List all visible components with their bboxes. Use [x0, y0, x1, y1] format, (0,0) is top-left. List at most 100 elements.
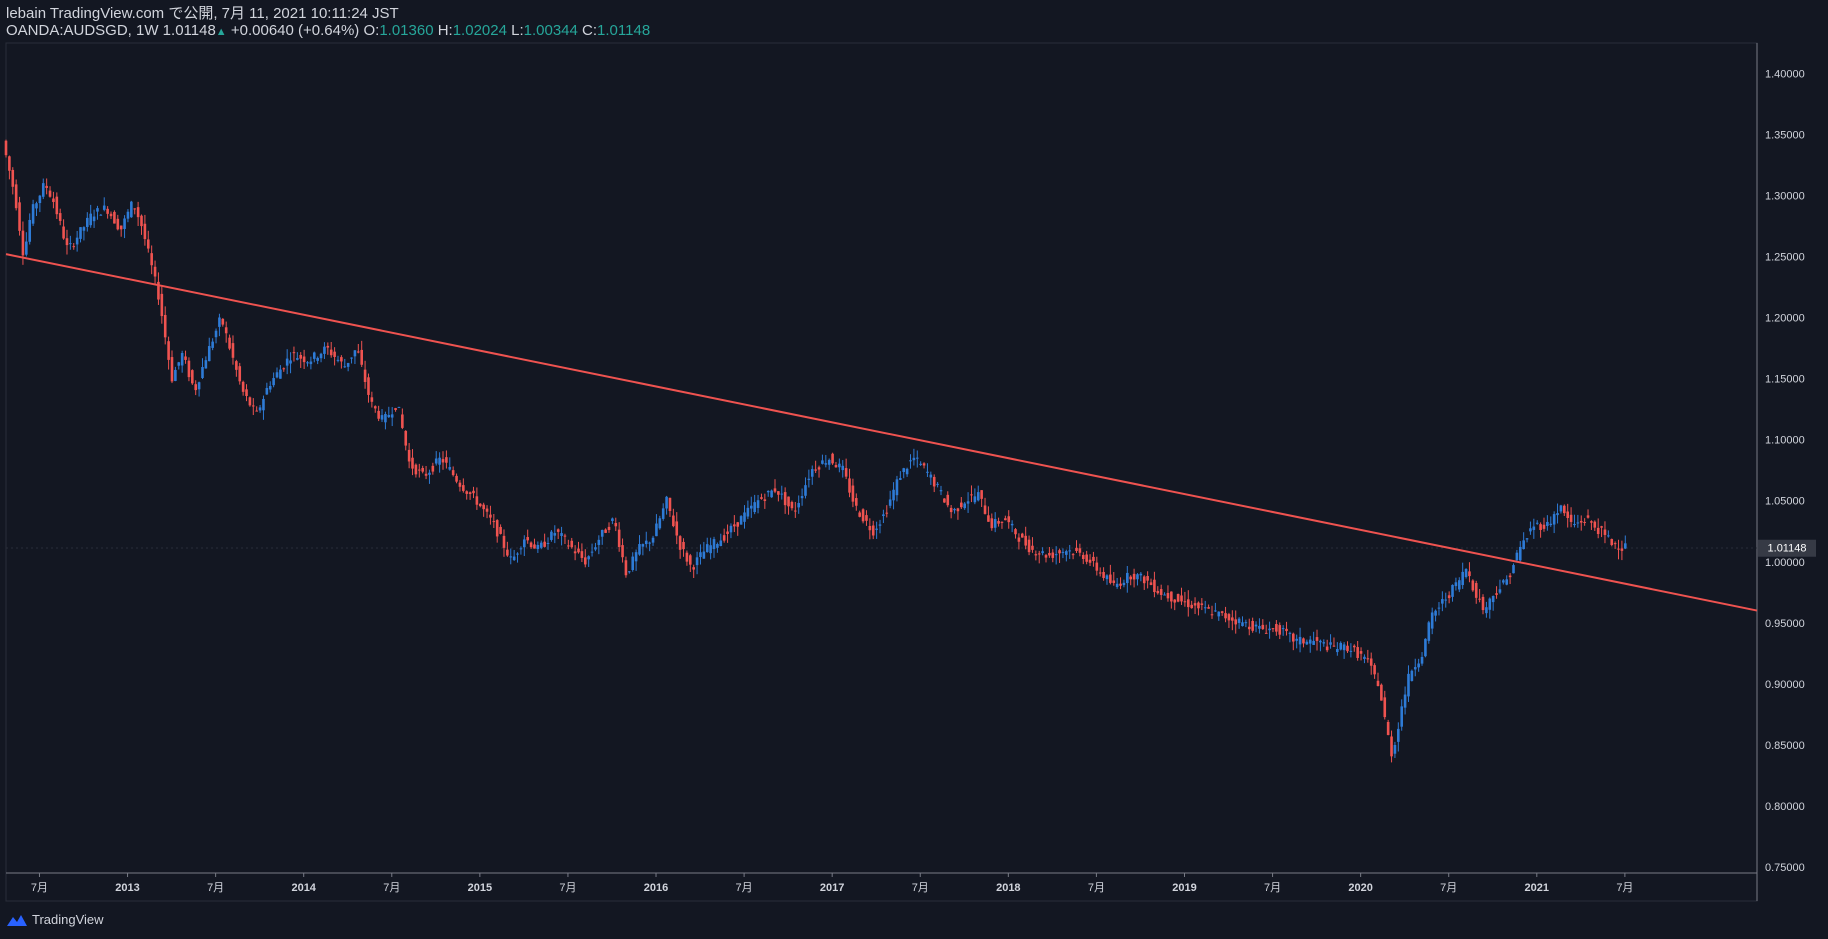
candle-body [1268, 628, 1271, 631]
candle-body [492, 521, 496, 523]
candle-body [1607, 535, 1610, 537]
candle-body [543, 541, 546, 547]
candle-body [1109, 574, 1112, 583]
candle-body [407, 449, 411, 462]
candle-body [130, 201, 133, 218]
up-triangle-icon: ▲ [215, 26, 227, 38]
candle-body [136, 207, 140, 218]
candle-body [1539, 524, 1542, 531]
change-value: +0.00640 (+0.64%) [230, 22, 360, 39]
candle-body [1471, 580, 1475, 591]
time-tick-label: 7月 [1616, 882, 1633, 894]
candle-body [1197, 602, 1200, 609]
candle-body [1227, 614, 1231, 621]
candle-body [895, 479, 899, 496]
candle-body [1153, 579, 1156, 593]
candle-body [329, 349, 333, 356]
candle-body [726, 531, 729, 534]
candle-body [455, 475, 458, 482]
candle-body [611, 518, 614, 521]
candle-body [370, 397, 374, 402]
candle-body [1010, 523, 1014, 526]
candle-body [909, 460, 912, 462]
candle-body [170, 357, 174, 382]
candle-body [1400, 706, 1404, 727]
chart-frame [5, 42, 1758, 902]
candle-body [553, 533, 557, 536]
candle-body [1325, 646, 1329, 651]
candle-body [336, 359, 340, 361]
candle-body [821, 460, 824, 464]
candle-body [1481, 596, 1485, 611]
candle-body [1159, 589, 1163, 595]
candle-body [1298, 636, 1302, 645]
candle-body [1600, 526, 1603, 528]
candle-body [1319, 640, 1322, 643]
candle-body [448, 467, 452, 470]
candle-body [255, 410, 258, 412]
time-tick-label: 2018 [996, 882, 1020, 894]
candle-body [1092, 556, 1095, 561]
candle-body [844, 468, 848, 477]
price-axis[interactable]: 1.40000 1.35000 1.30000 1.25000 1.20000 1.150… [1765, 69, 1805, 874]
candle-body [1457, 580, 1461, 590]
footer-brand[interactable]: TradingView [6, 912, 104, 927]
candle-body [668, 497, 672, 512]
candle-body [360, 349, 364, 365]
candle-body [1339, 642, 1343, 650]
close-value: 1.01148 [597, 22, 651, 39]
candle-body [146, 239, 150, 249]
candle-body [682, 541, 685, 550]
candle-body [560, 533, 563, 536]
candle-body [1363, 656, 1366, 659]
price-tick-label: 0.95000 [1765, 618, 1805, 630]
candle-body [123, 218, 126, 229]
candle-body [434, 458, 438, 464]
candle-body [431, 465, 435, 472]
candle-body [1037, 553, 1041, 555]
candle-body [777, 491, 780, 495]
symbol-info: OANDA:AUDSGD, 1W 1.01148▲ +0.00640 (+0.6… [6, 22, 650, 41]
candle-body [1176, 594, 1180, 602]
candle-body [414, 464, 418, 475]
candle-body [1142, 576, 1146, 584]
candle-body [716, 543, 719, 548]
time-tick-label: 2019 [1172, 882, 1196, 894]
trendline[interactable] [5, 253, 1758, 612]
candle-body [1474, 583, 1478, 598]
candle-body [367, 377, 370, 395]
price-tick-label: 1.10000 [1765, 435, 1805, 447]
candle-body [1224, 613, 1227, 619]
candle-body [814, 469, 817, 471]
candle-body [475, 496, 479, 505]
candle-body [526, 537, 529, 541]
candle-body [861, 509, 865, 522]
time-axis[interactable]: 7月 2013 7月 2014 7月 2015 7月 2016 7月 2017 7月 2018 7月 20… [31, 873, 1634, 894]
candle-body [980, 490, 983, 499]
candle-body [787, 496, 790, 507]
candle-body [350, 357, 353, 359]
candle-body [1156, 590, 1160, 594]
candle-body [1454, 582, 1458, 587]
candle-body [753, 502, 756, 513]
candle-body [417, 469, 421, 471]
candle-body [976, 492, 980, 501]
candle-body [1210, 614, 1214, 616]
candle-body [675, 521, 679, 536]
candle-body [736, 522, 740, 527]
price-tick-label: 1.40000 [1765, 69, 1805, 81]
candle-body [445, 457, 448, 463]
candle-body [86, 217, 89, 227]
candle-body [167, 341, 170, 360]
candle-body [211, 341, 214, 348]
candle-body [377, 410, 380, 419]
candle-body [1403, 694, 1407, 708]
candle-body [482, 504, 485, 510]
candle-body [1573, 523, 1576, 526]
candle-body [1061, 551, 1065, 553]
candle-body [411, 457, 414, 469]
candle-body [184, 356, 187, 360]
candle-body [702, 551, 706, 559]
candle-body [926, 471, 929, 473]
